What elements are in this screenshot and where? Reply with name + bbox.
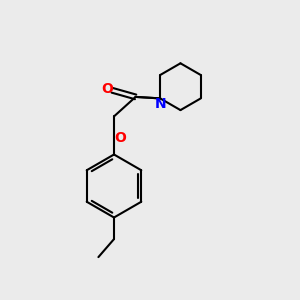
- Text: O: O: [115, 131, 127, 145]
- Text: N: N: [155, 97, 166, 111]
- Text: O: O: [101, 82, 113, 95]
